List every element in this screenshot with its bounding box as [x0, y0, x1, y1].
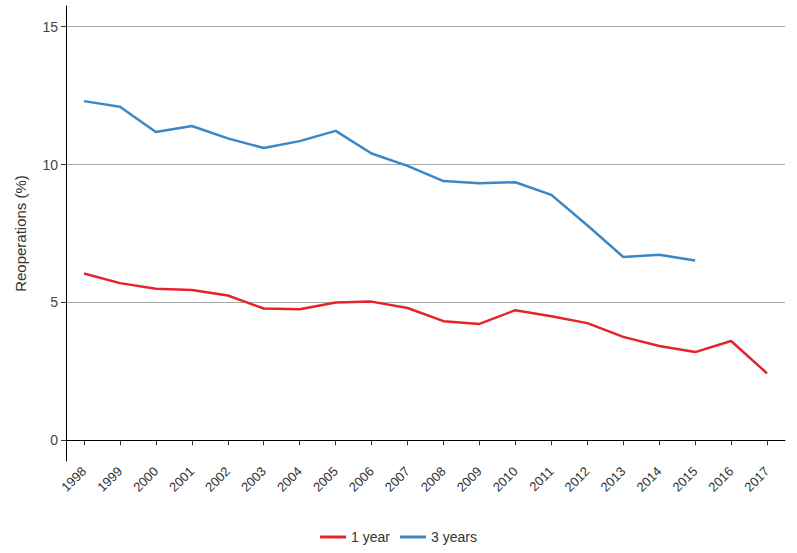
svg-text:2007: 2007 — [382, 464, 413, 495]
svg-text:2013: 2013 — [597, 464, 628, 495]
svg-text:1999: 1999 — [94, 464, 125, 495]
svg-text:2004: 2004 — [274, 464, 305, 495]
svg-text:2000: 2000 — [130, 464, 161, 495]
svg-text:2017: 2017 — [741, 464, 772, 495]
svg-text:15: 15 — [42, 19, 58, 35]
svg-text:3 years: 3 years — [431, 529, 477, 545]
svg-text:2006: 2006 — [346, 464, 377, 495]
svg-text:10: 10 — [42, 157, 58, 173]
svg-text:2016: 2016 — [705, 464, 736, 495]
svg-text:2002: 2002 — [202, 464, 233, 495]
svg-text:2001: 2001 — [166, 464, 197, 495]
svg-text:2012: 2012 — [562, 464, 593, 495]
svg-text:2005: 2005 — [310, 464, 341, 495]
svg-text:2015: 2015 — [669, 464, 700, 495]
svg-text:1 year: 1 year — [351, 529, 390, 545]
svg-text:5: 5 — [50, 294, 58, 310]
svg-text:2008: 2008 — [418, 464, 449, 495]
svg-text:2003: 2003 — [238, 464, 269, 495]
svg-text:2011: 2011 — [526, 464, 556, 494]
svg-text:1998: 1998 — [58, 464, 89, 495]
svg-text:2009: 2009 — [454, 464, 485, 495]
svg-text:0: 0 — [50, 432, 58, 448]
svg-text:2010: 2010 — [490, 464, 521, 495]
svg-text:Reoperations (%): Reoperations (%) — [12, 175, 29, 292]
svg-text:2014: 2014 — [633, 464, 664, 495]
